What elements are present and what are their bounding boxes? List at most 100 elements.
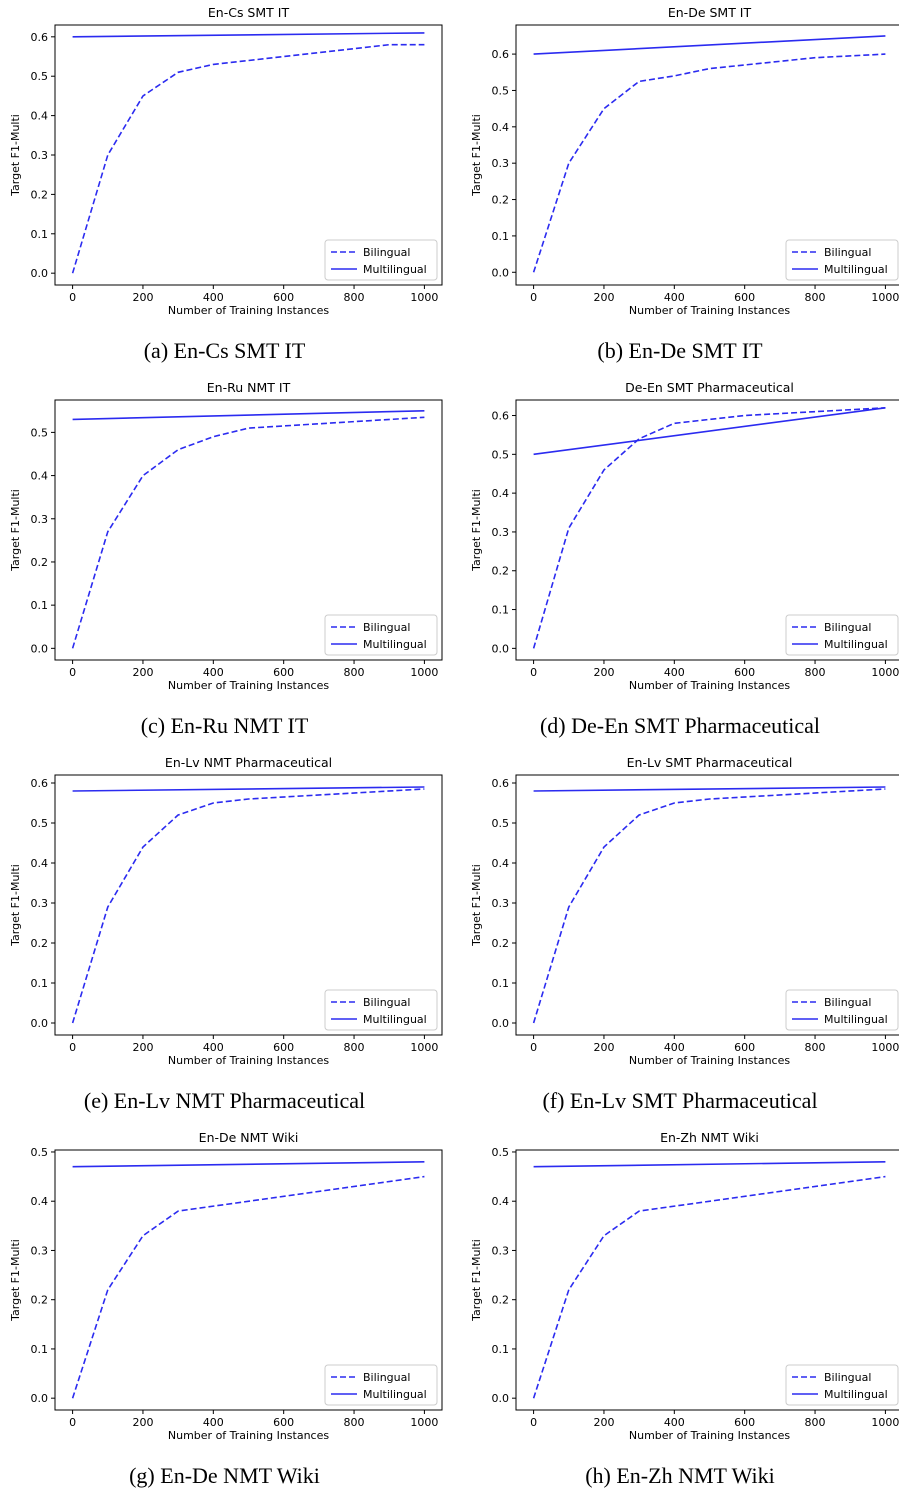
y-axis-label: Target F1-Multi <box>470 114 483 197</box>
y-tick-label: 0.1 <box>31 599 49 612</box>
series-line-multilingual <box>533 1161 886 1168</box>
x-tick-label: 0 <box>530 1416 537 1429</box>
y-tick-label: 0.1 <box>31 977 49 990</box>
x-tick-label: 1000 <box>871 1416 899 1429</box>
y-tick-label: 0.5 <box>492 84 510 97</box>
x-tick-label: 0 <box>530 666 537 679</box>
y-tick-label: 0.4 <box>31 110 49 123</box>
y-tick-label: 0.1 <box>31 228 49 241</box>
y-tick-label: 0.0 <box>492 1392 510 1405</box>
chart-en-de-smt-it: En-De SMT IT 0 200 400 600 800 1000 0.0 0.1 0.2 0.… <box>470 5 899 317</box>
x-axis-label: Number of Training Instances <box>168 1429 329 1442</box>
y-tick-label: 0.6 <box>31 31 49 44</box>
chart-title: En-De SMT IT <box>668 5 752 20</box>
y-axis-label: Target F1-Multi <box>9 864 22 947</box>
y-tick-label: 0.3 <box>492 897 510 910</box>
y-tick-label: 0.2 <box>492 194 510 207</box>
y-tick-label: 0.2 <box>31 937 49 950</box>
x-tick-label: 400 <box>203 291 224 304</box>
x-tick-label: 800 <box>344 291 365 304</box>
x-tick-label: 600 <box>273 666 294 679</box>
series-line-multilingual <box>533 786 886 792</box>
chart-panel-b: En-De SMT IT 0 200 400 600 800 1000 0.0 0.1 0.2 0.… <box>461 0 899 320</box>
legend-label: Bilingual <box>363 1371 410 1384</box>
x-tick-label: 1000 <box>871 666 899 679</box>
series-line-bilingual <box>71 1175 425 1399</box>
legend-label: Multilingual <box>824 263 888 276</box>
legend-box <box>785 614 899 656</box>
chart-panel-h: En-Zh NMT Wiki 0 200 400 600 800 1000 0.0 0.1 0.2… <box>461 1125 899 1445</box>
x-tick-label: 600 <box>273 1041 294 1054</box>
chart-panel-g: En-De NMT Wiki 0 200 400 600 800 1000 0.0 0.1 0.2… <box>0 1125 449 1445</box>
x-tick-label: 800 <box>344 666 365 679</box>
y-tick-label: 0.0 <box>31 267 49 280</box>
y-tick-label: 0.4 <box>31 857 49 870</box>
y-tick-label: 0.0 <box>492 642 510 655</box>
x-tick-label: 400 <box>664 666 685 679</box>
chart-caption-g: (g) En-De NMT Wiki <box>129 1463 320 1488</box>
series-line-bilingual <box>71 43 425 274</box>
chart-panel-f: En-Lv SMT Pharmaceutical 0 200 400 600 800 100… <box>461 750 899 1070</box>
x-tick-label: 1000 <box>410 1416 438 1429</box>
y-tick-label: 0.5 <box>31 70 49 83</box>
x-tick-label: 400 <box>664 1041 685 1054</box>
y-tick-label: 0.2 <box>492 937 510 950</box>
chart-caption-f: (f) En-Lv SMT Pharmaceutical <box>542 1088 818 1113</box>
x-tick-label: 0 <box>530 1041 537 1054</box>
x-tick-label: 800 <box>805 666 826 679</box>
legend-label: Multilingual <box>824 1388 888 1401</box>
y-tick-label: 0.4 <box>31 1195 49 1208</box>
legend-label: Bilingual <box>363 246 410 259</box>
y-tick-label: 0.4 <box>492 857 510 870</box>
y-tick-label: 0.2 <box>31 556 49 569</box>
series-line-multilingual <box>533 407 886 456</box>
plot-frame <box>54 1149 443 1411</box>
x-tick-label: 200 <box>132 291 153 304</box>
x-tick-label: 800 <box>344 1041 365 1054</box>
series-line-multilingual <box>533 35 886 55</box>
y-tick-label: 0.1 <box>492 230 510 243</box>
legend-box <box>324 989 438 1031</box>
y-tick-label: 0.3 <box>31 1244 49 1257</box>
y-tick-label: 0.4 <box>492 487 510 500</box>
chart-caption-d: (d) De-En SMT Pharmaceutical <box>539 713 820 738</box>
x-tick-label: 1000 <box>410 1041 438 1054</box>
chart-title: En-Cs SMT IT <box>208 5 290 20</box>
y-tick-label: 0.5 <box>492 448 510 461</box>
x-tick-label: 800 <box>805 291 826 304</box>
y-tick-label: 0.5 <box>31 817 49 830</box>
y-tick-label: 0.6 <box>31 777 49 790</box>
legend-label: Bilingual <box>363 996 410 1009</box>
y-tick-label: 0.6 <box>492 777 510 790</box>
y-tick-label: 0.0 <box>492 1017 510 1030</box>
chart-caption-b: (b) En-De SMT IT <box>597 338 763 363</box>
plot-frame <box>515 24 899 286</box>
x-tick-label: 200 <box>132 666 153 679</box>
x-tick-label: 200 <box>132 1041 153 1054</box>
x-tick-label: 800 <box>805 1416 826 1429</box>
y-tick-label: 0.2 <box>492 565 510 578</box>
series-line-multilingual <box>72 1161 425 1168</box>
chart-caption-a: (a) En-Cs SMT IT <box>143 338 306 363</box>
y-tick-label: 0.3 <box>31 149 49 162</box>
legend-box <box>785 1364 899 1406</box>
legend-label: Bilingual <box>363 621 410 634</box>
x-tick-label: 600 <box>273 291 294 304</box>
legend-box <box>324 239 438 281</box>
plot-frame <box>54 399 443 661</box>
chart-en-zh-nmt-wiki: En-Zh NMT Wiki 0 200 400 600 800 1000 0.0 0.1 0.2… <box>470 1130 899 1442</box>
legend-box <box>324 614 438 656</box>
chart-panel-d: De-En SMT Pharmaceutical 0 200 400 600 800 100… <box>461 375 899 695</box>
legend-label: Multilingual <box>824 1013 888 1026</box>
x-tick-label: 400 <box>664 291 685 304</box>
plot-frame <box>515 1149 899 1411</box>
y-tick-label: 0.2 <box>31 1294 49 1307</box>
chart-en-lv-nmt-pharmaceutical: En-Lv NMT Pharmaceutical 0 200 400 600 800 100… <box>9 755 443 1067</box>
chart-title: En-De NMT Wiki <box>199 1130 299 1145</box>
x-tick-label: 400 <box>203 666 224 679</box>
series-line-bilingual <box>532 407 886 649</box>
x-tick-label: 800 <box>805 1041 826 1054</box>
legend-label: Bilingual <box>824 996 871 1009</box>
x-tick-label: 200 <box>132 1416 153 1429</box>
x-tick-label: 600 <box>734 666 755 679</box>
